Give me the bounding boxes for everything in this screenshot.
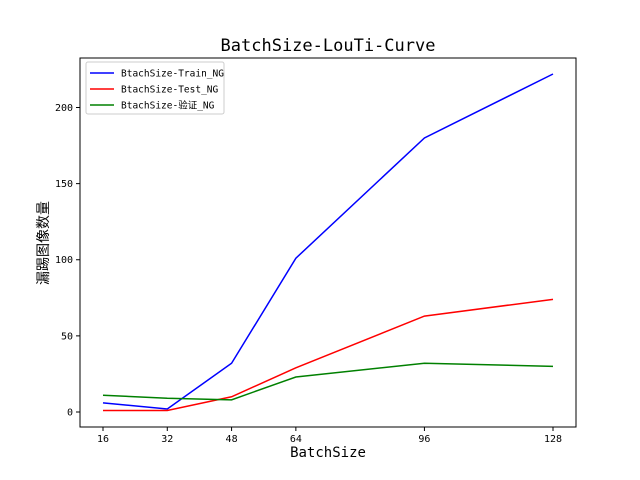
series-line-0: [102, 73, 554, 410]
y-tick-label: 50: [61, 331, 73, 342]
plot-frame: [79, 57, 577, 428]
series-line-1: [103, 298, 554, 412]
y-axis-label: 漏踢图像数量: [36, 201, 52, 285]
x-axis-ticks: 16 32 48 64 96 128: [97, 427, 562, 445]
y-tick-label: 100: [55, 255, 73, 266]
chart-title: BatchSize-LouTi-Curve: [221, 36, 436, 56]
y-axis-ticks: 0 50 100 150 200: [55, 103, 80, 419]
legend-label: BtachSize-Test_NG: [121, 85, 219, 96]
x-tick-label: 16: [97, 434, 109, 445]
y-tick-label: 150: [55, 179, 73, 190]
x-axis-label: BatchSize: [290, 445, 366, 461]
legend-box: [85, 61, 225, 115]
x-tick-label: 64: [290, 434, 302, 445]
x-tick-label: 32: [161, 434, 173, 445]
x-tick-label: 48: [226, 434, 238, 445]
y-tick-label: 0: [67, 408, 73, 419]
y-tick-label: 200: [55, 103, 73, 114]
legend-label: BtachSize-Train_NG: [121, 69, 224, 80]
x-tick-label: 128: [544, 434, 562, 445]
x-tick-label: 96: [418, 434, 430, 445]
legend: BtachSize-Train_NG BtachSize-Test_NG Btach…: [85, 61, 225, 115]
series-line-2: [102, 362, 554, 401]
legend-label: BtachSize-验证_NG: [121, 100, 215, 112]
series-lines: [102, 73, 554, 412]
